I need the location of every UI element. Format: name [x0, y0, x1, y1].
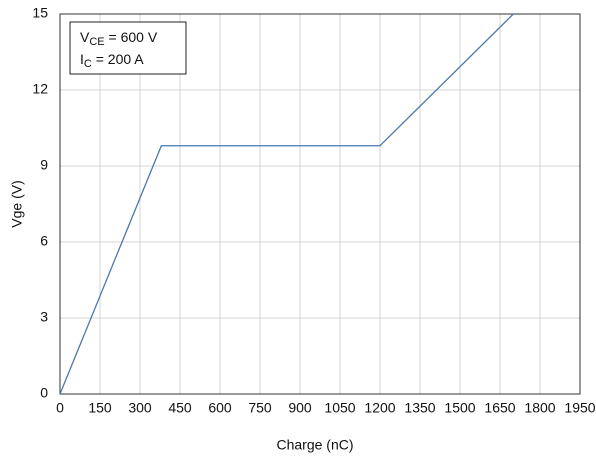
- x-tick-label: 1050: [324, 400, 355, 416]
- y-tick-label: 12: [32, 81, 48, 97]
- annotation-main: I: [80, 51, 84, 67]
- x-tick-label: 1200: [364, 400, 395, 416]
- x-tick-label: 1800: [524, 400, 555, 416]
- annotation-rest: = 600 V: [105, 29, 158, 45]
- data-line: [59, 13, 514, 395]
- x-tick-label: 1350: [404, 400, 435, 416]
- x-tick-label: 0: [56, 400, 64, 416]
- annotation: IC = 200 A: [80, 51, 144, 70]
- y-tick-label: 0: [40, 385, 48, 401]
- x-tick-label: 1500: [444, 400, 475, 416]
- x-tick-label: 300: [128, 400, 152, 416]
- y-tick-label: 9: [40, 157, 48, 173]
- x-tick-label: 1950: [564, 400, 595, 416]
- x-tick-label: 750: [248, 400, 272, 416]
- x-tick-label: 900: [288, 400, 312, 416]
- x-tick-label: 1650: [484, 400, 515, 416]
- x-tick-label: 150: [88, 400, 112, 416]
- annotation-sub: C: [84, 58, 92, 70]
- annotation-box: [69, 21, 187, 75]
- annotation-main: V: [80, 29, 90, 45]
- y-tick-label: 3: [40, 309, 48, 325]
- y-tick-label: 15: [32, 5, 48, 21]
- x-axis-label: Charge (nC): [276, 437, 353, 453]
- x-tick-label: 600: [208, 400, 232, 416]
- annotation-rest: = 200 A: [92, 51, 144, 67]
- plot-frame: [59, 13, 581, 395]
- y-axis-label: Vge (V): [9, 180, 25, 227]
- annotation-sub: CE: [89, 36, 104, 48]
- y-tick-label: 6: [40, 233, 48, 249]
- annotation: VCE = 600 V: [80, 29, 158, 48]
- x-tick-label: 450: [168, 400, 192, 416]
